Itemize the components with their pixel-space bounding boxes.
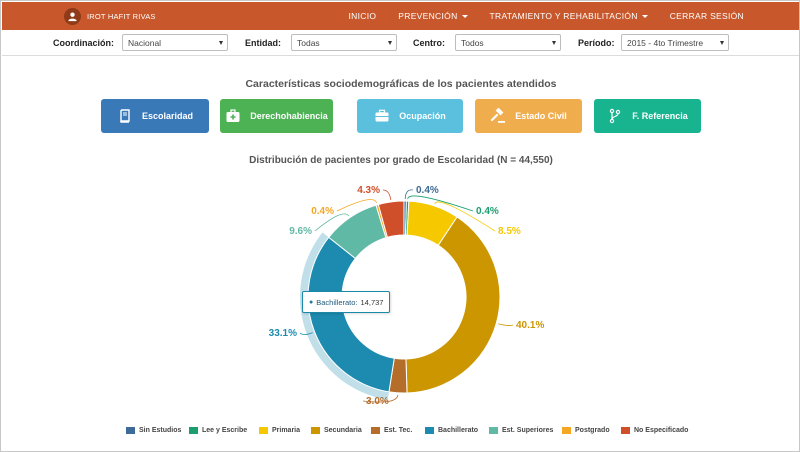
legend-swatch	[489, 427, 498, 434]
dropdown-arrow-icon	[720, 41, 724, 45]
slice-secundaria[interactable]	[405, 216, 501, 394]
donut-chart-area: 0.4% 0.4% 8.5% 40.1% 3.0% 33.1% 9.6% 0.4% 4.3%	[1, 171, 799, 431]
legend-label: No Especificado	[634, 427, 689, 434]
slice-bachillerato[interactable]	[307, 236, 395, 393]
data-label-bachillerato: 33.1%	[269, 328, 297, 339]
legend-item-no-especificado[interactable]: No Especificado	[621, 427, 688, 434]
legend-swatch	[311, 427, 320, 434]
legend-swatch	[189, 427, 198, 434]
legend-label: Postgrado	[575, 427, 610, 434]
chevron-down-icon	[461, 14, 468, 18]
book-icon	[117, 108, 133, 124]
connector-no-especificado	[382, 189, 392, 200]
legend-item-secundaria[interactable]: Secundaria	[311, 427, 362, 434]
legend-item-lee-y-escribe[interactable]: Lee y Escribe	[189, 427, 247, 434]
centro-label: Centro:	[413, 38, 445, 48]
coordinacion-label: Coordinación:	[53, 38, 114, 48]
slice-no-especificado[interactable]	[377, 200, 405, 238]
f-referencia-button[interactable]: F. Referencia	[594, 99, 701, 133]
dropdown-arrow-icon	[219, 41, 223, 45]
ocupacion-button[interactable]: Ocupación	[357, 99, 463, 133]
data-label-no-especificado: 4.3%	[357, 185, 380, 196]
entidad-label: Entidad:	[245, 38, 281, 48]
legend-swatch	[425, 427, 434, 434]
estado-civil-button[interactable]: Estado Civil	[475, 99, 582, 133]
chevron-down-icon	[641, 14, 648, 18]
gavel-icon	[490, 108, 506, 124]
tooltip-series-name: Bachillerato:	[316, 297, 358, 307]
legend-item-primaria[interactable]: Primaria	[259, 427, 300, 434]
derechohabiencia-button[interactable]: Derechohabiencia	[220, 99, 333, 133]
top-navbar: IROT HAFIT RIVAS INICIO PREVENCIÓN TRATA…	[2, 2, 799, 30]
chart-legend: Sin Estudios Lee y Escribe Primaria Secunda…	[1, 427, 799, 439]
data-label-secundaria: 40.1%	[516, 320, 544, 331]
legend-label: Bachillerato	[438, 427, 479, 434]
escolaridad-button[interactable]: Escolaridad	[101, 99, 209, 133]
data-label-lee-y-escribe: 0.4%	[476, 206, 499, 217]
section-title: Características sociodemográficas de los…	[245, 78, 557, 90]
dropdown-arrow-icon	[388, 41, 392, 45]
legend-item-postgrado[interactable]: Postgrado	[562, 427, 610, 434]
legend-item-bachillerato[interactable]: Bachillerato	[425, 427, 478, 434]
legend-swatch	[562, 427, 571, 434]
briefcase-icon	[374, 108, 390, 124]
connector-primaria	[434, 201, 496, 232]
legend-label: Est. Tec.	[384, 427, 413, 434]
menu-item-inicio[interactable]: INICIO	[348, 11, 377, 21]
connector-sin-estudios	[404, 189, 414, 200]
legend-label: Est. Superiores	[502, 427, 554, 434]
connector-bachillerato	[299, 332, 313, 335]
data-label-est-superiores: 9.6%	[289, 226, 312, 237]
chart-tooltip: ● Bachillerato: 14,737	[302, 291, 391, 313]
legend-swatch	[371, 427, 380, 434]
chart-title: Distribución de pacientes por grado de E…	[249, 155, 553, 166]
centro-select[interactable]: Todos	[455, 34, 561, 51]
legend-swatch	[126, 427, 135, 434]
data-label-sin-estudios: 0.4%	[416, 185, 439, 196]
user-menu[interactable]: IROT HAFIT RIVAS	[64, 7, 156, 25]
main-menu: INICIO PREVENCIÓN TRATAMIENTO Y REHABILI…	[327, 2, 744, 30]
legend-label: Lee y Escribe	[202, 427, 248, 434]
connector-est-tec	[362, 394, 399, 403]
legend-label: Sin Estudios	[139, 427, 182, 434]
medical-kit-icon	[225, 108, 241, 124]
user-name: IROT HAFIT RIVAS	[87, 11, 156, 21]
connector-lee-y-escribe	[407, 195, 474, 212]
connector-postgrado	[336, 199, 377, 212]
legend-label: Primaria	[272, 427, 301, 434]
connector-secundaria	[498, 323, 514, 326]
bullet-icon: ●	[309, 298, 314, 306]
legend-swatch	[259, 427, 268, 434]
legend-swatch	[621, 427, 630, 434]
periodo-label: Período:	[578, 38, 615, 48]
user-icon	[64, 7, 81, 25]
tooltip-value: 14,737	[360, 297, 384, 307]
branch-icon	[607, 108, 623, 124]
menu-item-cerrar-sesion[interactable]: CERRAR SESIÓN	[669, 11, 744, 21]
legend-item-est-superiores[interactable]: Est. Superiores	[489, 427, 553, 434]
filter-bar: Coordinación: Nacional Entidad: Todas Ce…	[2, 30, 799, 56]
data-label-postgrado: 0.4%	[311, 206, 334, 217]
entidad-select[interactable]: Todas	[291, 34, 397, 51]
dropdown-arrow-icon	[552, 41, 556, 45]
legend-label: Secundaria	[324, 427, 362, 434]
donut-chart: 0.4% 0.4% 8.5% 40.1% 3.0% 33.1% 9.6% 0.4% 4.3%	[269, 185, 545, 407]
legend-item-sin-estudios[interactable]: Sin Estudios	[126, 427, 181, 434]
data-label-est-tec: 3.0%	[366, 396, 389, 407]
coordinacion-select[interactable]: Nacional	[122, 34, 228, 51]
menu-item-prevencion[interactable]: PREVENCIÓN	[398, 11, 468, 21]
connector-est-superiores	[314, 213, 350, 232]
periodo-select[interactable]: 2015 - 4to Trimestre	[621, 34, 729, 51]
data-label-primaria: 8.5%	[498, 226, 521, 237]
legend-item-est-tec[interactable]: Est. Tec.	[371, 427, 412, 434]
menu-item-tratamiento[interactable]: TRATAMIENTO Y REHABILITACIÓN	[490, 11, 648, 21]
